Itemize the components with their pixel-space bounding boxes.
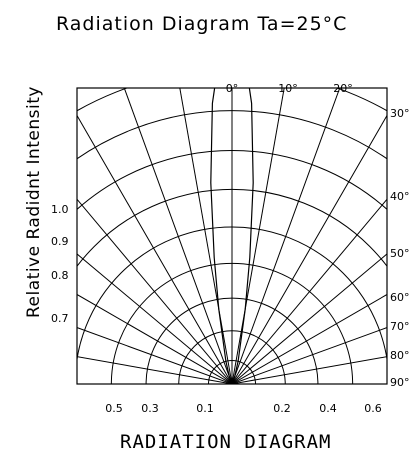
angle-label-right: 80° xyxy=(390,349,410,362)
angle-label-right: 50° xyxy=(390,247,410,260)
radial-label-bottom: 0.5 xyxy=(105,402,123,415)
y-axis-label: Relative Radidnt Intensity xyxy=(24,86,44,318)
angle-label-top: 20° xyxy=(333,82,353,95)
angle-grid-line xyxy=(77,327,233,384)
angle-label-right: 40° xyxy=(390,190,410,203)
angle-label-top: 10° xyxy=(278,82,298,95)
intensity-label: 1.0 xyxy=(51,203,69,216)
angle-grid-line xyxy=(123,88,233,384)
angle-grid-line xyxy=(231,88,341,384)
angle-label-right: 90° xyxy=(390,376,410,389)
angle-grid-line xyxy=(77,198,233,384)
angle-grid-line xyxy=(231,253,387,384)
angle-label-right: 30° xyxy=(390,107,410,120)
polar-grid xyxy=(77,88,387,384)
angle-grid-line xyxy=(231,198,387,384)
bottom-caption: RADIATION DIAGRAM xyxy=(120,431,331,453)
radial-label-bottom: 0.4 xyxy=(319,402,337,415)
angle-grid-line xyxy=(77,253,233,384)
angle-grid-line xyxy=(231,293,387,384)
radial-label-bottom: 0.6 xyxy=(364,402,382,415)
radial-label-bottom: 0.3 xyxy=(141,402,159,415)
angle-grid-line xyxy=(77,293,233,384)
intensity-label: 0.8 xyxy=(51,269,69,282)
angle-label-right: 60° xyxy=(390,291,410,304)
intensity-curve xyxy=(210,88,254,384)
intensity-label: 0.9 xyxy=(51,235,69,248)
angle-grid-line xyxy=(179,88,233,384)
radial-label-bottom: 0.2 xyxy=(273,402,291,415)
plot-area xyxy=(76,87,388,385)
angle-grid-line xyxy=(231,88,285,384)
angle-grid-line xyxy=(231,356,387,384)
intensity-label: 0.7 xyxy=(51,312,69,325)
angle-grid-line xyxy=(231,327,387,384)
angle-label-right: 70° xyxy=(390,320,410,333)
radial-label-bottom: 0.1 xyxy=(196,402,214,415)
tick-labels: 0° 10° 20° 30° 40° 50° 60° 70° 80° 90° 1.0 0.9 0.8 0.… xyxy=(51,82,410,415)
angle-label-top: 0° xyxy=(226,82,239,95)
radial-grid-arc xyxy=(77,150,387,211)
angle-grid-line xyxy=(231,114,387,384)
chart-title: Radiation Diagram Ta=25°C xyxy=(56,13,347,35)
angle-grid-line xyxy=(77,114,233,384)
angle-grid-line xyxy=(77,356,233,384)
